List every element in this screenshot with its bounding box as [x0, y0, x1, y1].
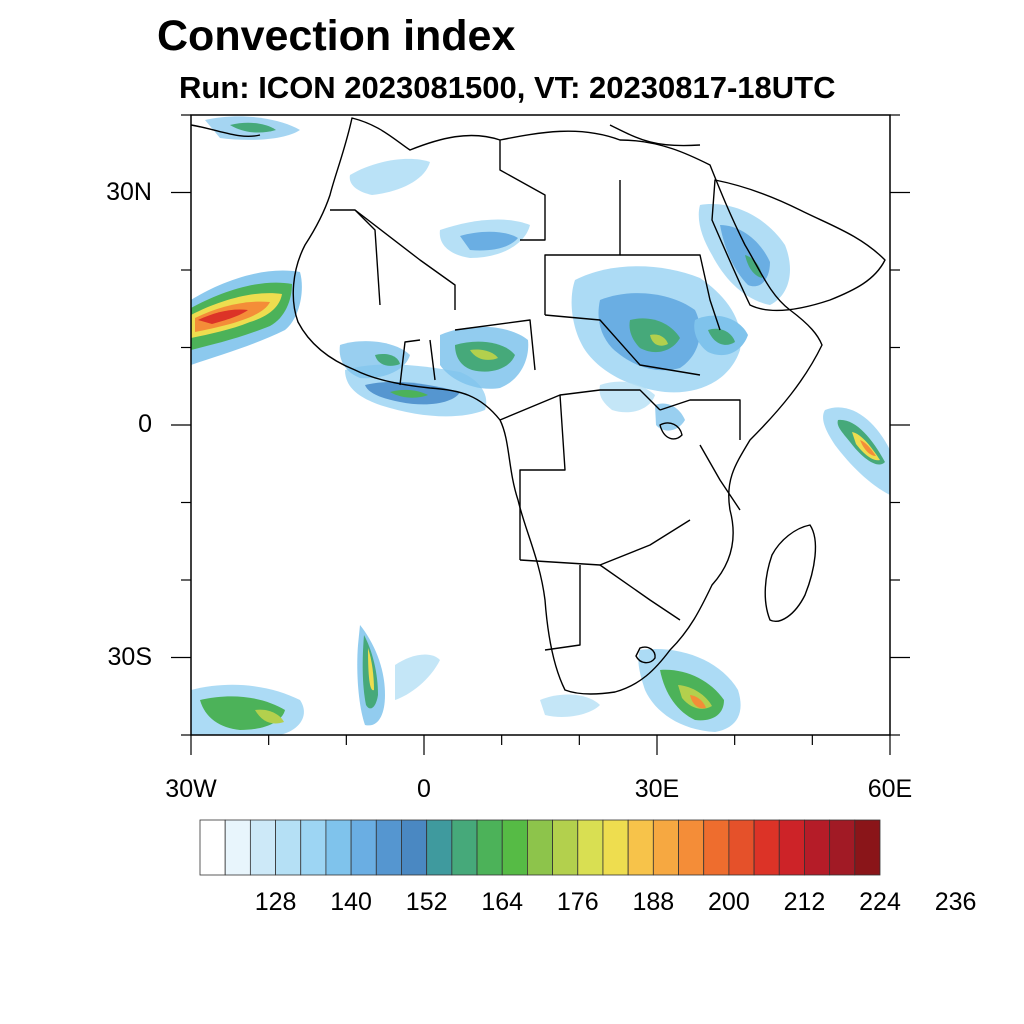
colorbar-swatch [275, 819, 302, 876]
plot-frame [190, 114, 891, 736]
colorbar-swatch [325, 819, 352, 876]
colorbar-swatch [678, 819, 705, 876]
y-tick-label: 0 [138, 410, 152, 438]
colorbar-label: 200 [708, 888, 750, 916]
colorbar-swatch [401, 819, 428, 876]
colorbar-swatch [703, 819, 730, 876]
run-subtitle: Run: ICON 2023081500, VT: 20230817-18UTC [179, 70, 836, 105]
colorbar-swatch [249, 819, 276, 876]
colorbar-swatch [577, 819, 604, 876]
colorbar-swatch [426, 819, 453, 876]
colorbar-label: 236 [934, 888, 977, 916]
convection-field [191, 116, 890, 735]
colorbar-swatch [829, 819, 856, 876]
colorbar-label: 224 [859, 888, 901, 916]
colorbar-label: 140 [330, 888, 372, 916]
colorbar-swatch [451, 819, 478, 876]
colorbar-swatch [602, 819, 629, 876]
colorbar-label: 176 [556, 888, 599, 916]
colorbar-swatch [804, 819, 831, 876]
colorbar-label: 128 [254, 888, 297, 916]
colorbar-swatch [753, 819, 780, 876]
colorbar-swatch [728, 819, 755, 876]
colorbar-swatch [300, 819, 327, 876]
colorbar-swatch [652, 819, 679, 876]
colorbar-swatch [350, 819, 377, 876]
colorbar-swatch [375, 819, 402, 876]
x-tick-label: 30W [165, 775, 217, 803]
colorbar-swatch [854, 819, 881, 876]
axis-ticks [171, 114, 910, 755]
colorbar-label: 188 [632, 888, 675, 916]
colorbar-label: 164 [481, 888, 524, 916]
colorbar-swatch [552, 819, 579, 876]
y-tick-label: 30S [107, 642, 152, 671]
x-tick-label: 0 [417, 775, 431, 803]
colorbar-swatch [501, 819, 528, 876]
y-tick-label: 30N [106, 177, 152, 206]
colorbar-swatch [199, 819, 226, 876]
x-tick-label: 30E [634, 775, 680, 803]
map-title: Convection index [157, 12, 516, 60]
colorbar-swatch [627, 819, 654, 876]
coastlines-borders [191, 117, 886, 695]
colorbar-swatch [778, 819, 805, 876]
colorbar-label: 212 [783, 888, 826, 916]
x-tick-label: 60E [867, 775, 913, 803]
colorbar [199, 819, 881, 876]
colorbar-swatch [476, 819, 503, 876]
colorbar-swatch [224, 819, 251, 876]
colorbar-swatch [527, 819, 553, 876]
colorbar-label: 152 [405, 888, 448, 916]
